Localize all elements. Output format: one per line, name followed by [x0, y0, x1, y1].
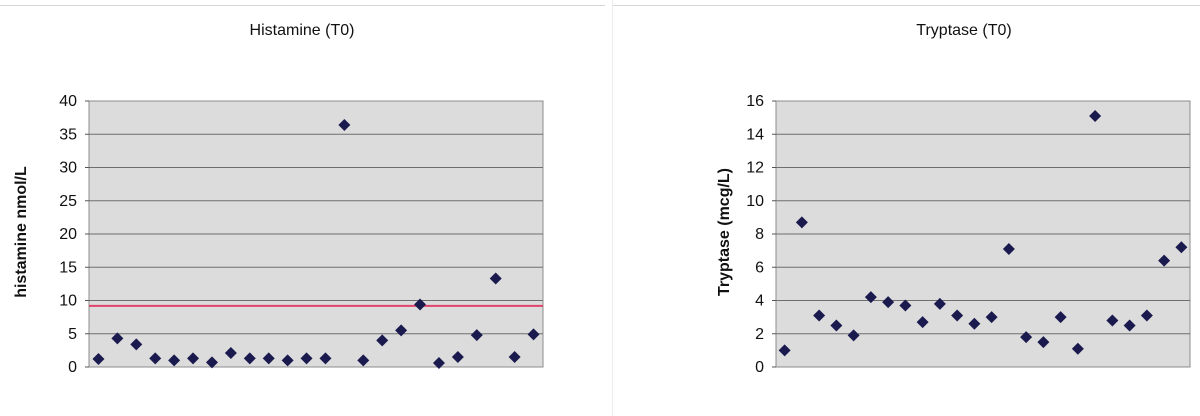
histamine-y-tick-label: 30	[59, 160, 77, 177]
histamine-data-point	[92, 353, 105, 366]
histamine-data-point	[414, 298, 427, 311]
tryptase-data-point	[1158, 254, 1171, 267]
tryptase-data-point	[864, 291, 877, 304]
histamine-data-point	[470, 329, 483, 342]
histamine-data-point	[489, 272, 502, 285]
histamine-data-point	[508, 351, 521, 364]
top-divider	[613, 5, 1200, 6]
tryptase-data-point	[1175, 241, 1188, 254]
histamine-data-point	[168, 354, 181, 367]
histamine-data-point	[130, 338, 143, 351]
histamine-y-tick-label: 35	[59, 126, 77, 143]
histamine-data-point	[111, 332, 124, 345]
tryptase-y-tick-label: 8	[755, 226, 764, 243]
tryptase-data-point	[916, 316, 929, 329]
histamine-data-point	[149, 352, 162, 365]
tryptase-y-tick-label: 2	[755, 326, 764, 343]
tryptase-data-point	[968, 317, 981, 330]
histamine-y-tick-label: 10	[59, 293, 77, 310]
histamine-data-point	[205, 356, 218, 369]
histamine-chart-title: Histamine (T0)	[249, 22, 355, 39]
tryptase-data-point	[899, 299, 912, 312]
histamine-data-point	[243, 352, 256, 365]
histamine-y-tick-label: 40	[59, 93, 77, 110]
tryptase-chart-title: Tryptase (T0)	[916, 22, 1012, 39]
histamine-scatter-plot: 0 5 10 15 20 25 30 35 40	[59, 93, 544, 376]
histamine-data-point	[281, 354, 294, 367]
tryptase-data-point	[1037, 336, 1050, 349]
histamine-data-point	[376, 334, 389, 347]
histamine-data-point	[395, 324, 408, 337]
tryptase-y-tick-label: 16	[746, 93, 764, 110]
histamine-data-point	[432, 357, 445, 370]
top-divider	[0, 5, 605, 6]
histamine-data-point	[224, 347, 237, 360]
tryptase-data-point	[795, 216, 808, 229]
histamine-y-tick-label: 25	[59, 193, 77, 210]
tryptase-data-point	[830, 319, 843, 332]
tryptase-data-point	[847, 329, 860, 342]
tryptase-data-point	[778, 344, 791, 357]
tryptase-data-point	[1054, 311, 1067, 324]
tryptase-y-tick-label: 6	[755, 259, 764, 276]
tryptase-data-point	[1071, 342, 1084, 355]
tryptase-y-tick-label: 12	[746, 160, 764, 177]
tryptase-data-point	[933, 297, 946, 310]
histamine-data-point	[187, 352, 200, 365]
tryptase-data-point	[985, 311, 998, 324]
tryptase-y-tick-label: 0	[755, 359, 764, 376]
histamine-data-point	[262, 352, 275, 365]
tryptase-y-tick-label: 14	[746, 126, 764, 143]
histamine-data-point	[338, 118, 351, 131]
tryptase-y-tick-label: 4	[755, 293, 764, 310]
tryptase-data-point	[1140, 309, 1153, 322]
tryptase-data-point	[1020, 331, 1033, 344]
histamine-y-tick-label: 20	[59, 226, 77, 243]
histamine-data-point	[451, 351, 464, 364]
tryptase-data-point	[882, 296, 895, 309]
histamine-data-point	[300, 352, 313, 365]
tryptase-y-tick-label: 10	[746, 193, 764, 210]
tryptase-data-point	[1106, 314, 1119, 327]
histamine-y-tick-label: 5	[68, 326, 77, 343]
tryptase-data-point	[951, 309, 964, 322]
histamine-chart-panel: Histamine (T0) histamine nmol/L 0 5 10 15 20…	[0, 5, 605, 376]
histamine-y-tick-label: 15	[59, 259, 77, 276]
tryptase-data-point	[1123, 319, 1136, 332]
histamine-data-point	[357, 354, 370, 367]
tryptase-data-point	[1089, 109, 1102, 122]
tryptase-data-point	[1002, 242, 1015, 255]
tryptase-data-point	[813, 309, 826, 322]
histamine-y-tick-label: 0	[68, 359, 77, 376]
histamine-data-point	[319, 352, 332, 365]
histamine-data-point	[527, 328, 540, 341]
